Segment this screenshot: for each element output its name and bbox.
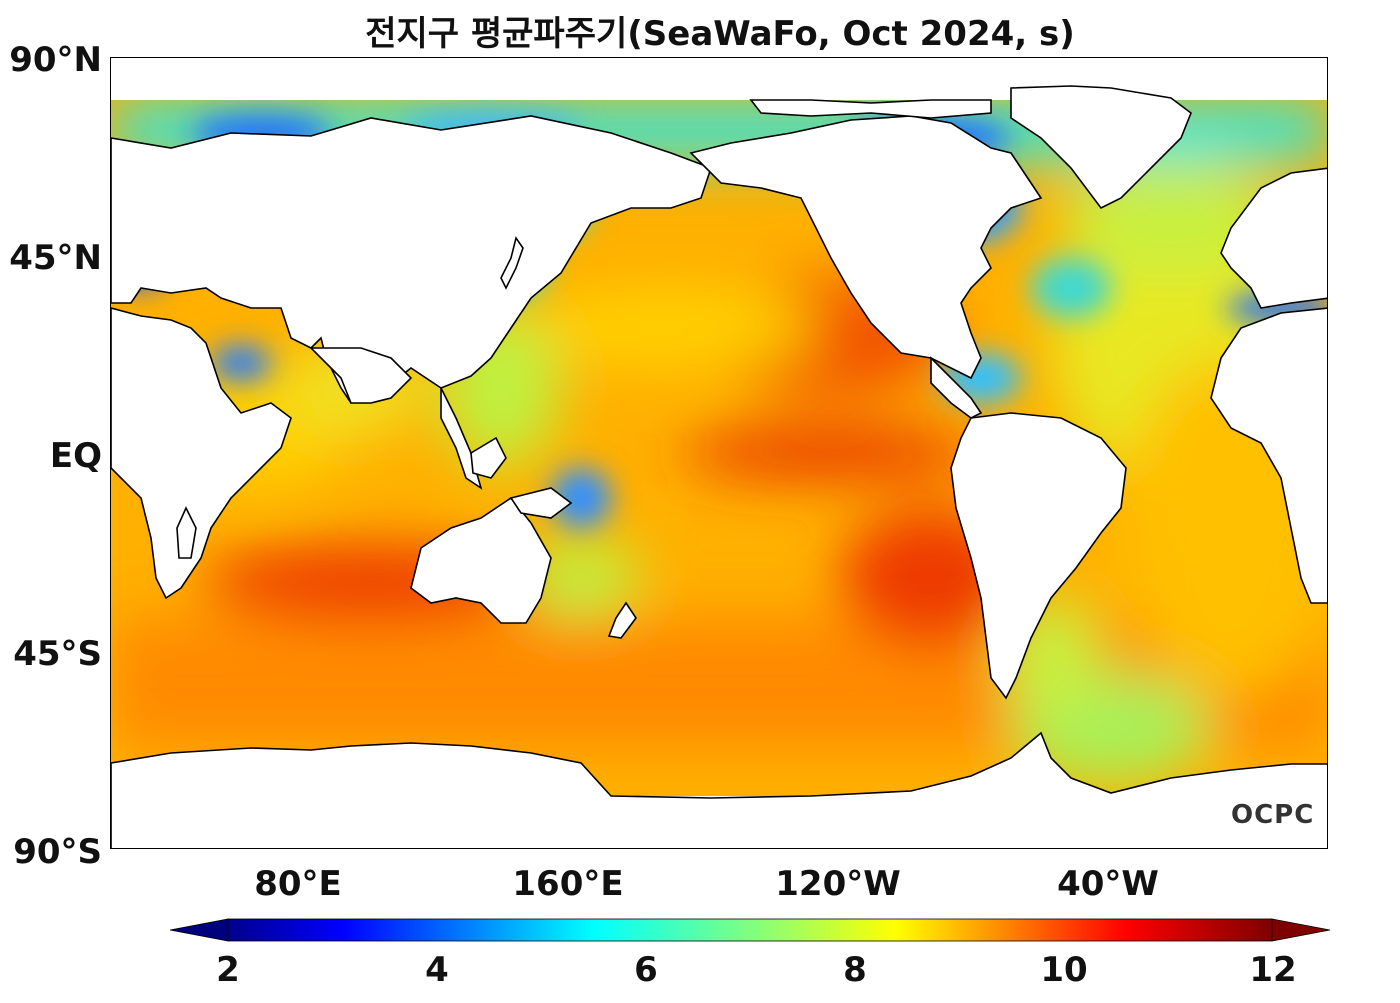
land bbox=[111, 58, 1327, 848]
colorbar-tick-10: 10 bbox=[1040, 950, 1088, 990]
landmass-central-america bbox=[930, 356, 983, 419]
landmass-africa-west bbox=[1210, 307, 1327, 604]
lat-label-45s: 45°S bbox=[13, 634, 102, 674]
colorbar-tick-8: 8 bbox=[843, 950, 867, 990]
landmass-india bbox=[309, 347, 413, 404]
landmass-eurasia bbox=[111, 115, 713, 404]
map-panel: OCPC bbox=[110, 57, 1328, 849]
landmass-australia bbox=[410, 496, 552, 624]
landmass-south-america bbox=[950, 412, 1127, 700]
landmass-japan bbox=[500, 236, 524, 290]
landmass-arctic-islands bbox=[749, 99, 992, 119]
colorbar-tick-6: 6 bbox=[634, 950, 658, 990]
lat-label-90s: 90°S bbox=[13, 832, 102, 872]
colorbar-tick-4: 4 bbox=[425, 950, 449, 990]
colorbar bbox=[170, 918, 1330, 942]
ocpc-logo: OCPC bbox=[1231, 800, 1314, 830]
colorbar-arrow-low bbox=[170, 918, 229, 942]
colorbar-gradient bbox=[227, 918, 1273, 942]
landmass-borneo bbox=[470, 436, 507, 479]
lon-label-120w: 120°W bbox=[775, 864, 901, 904]
colorbar-tick-2: 2 bbox=[216, 950, 240, 990]
landmass-new-zealand bbox=[607, 601, 637, 639]
lon-label-160e: 160°E bbox=[512, 864, 624, 904]
landmass-europe-west bbox=[1220, 167, 1327, 309]
colorbar-arrow-high bbox=[1271, 918, 1330, 942]
landmass-africa bbox=[111, 307, 292, 600]
lat-label-45n: 45°N bbox=[9, 238, 102, 278]
lon-label-80e: 80°E bbox=[254, 864, 342, 904]
chart-title: 전지구 평균파주기(SeaWaFo, Oct 2024, s) bbox=[365, 14, 1075, 54]
landmass-indochina bbox=[440, 387, 483, 490]
lat-label-90n: 90°N bbox=[9, 40, 102, 80]
lat-label-eq: EQ bbox=[49, 436, 102, 476]
landmass-antarctica bbox=[111, 731, 1327, 848]
landmass-madagascar bbox=[176, 506, 197, 559]
colorbar-tick-12: 12 bbox=[1249, 950, 1297, 990]
landmass-new-guinea bbox=[509, 487, 573, 519]
landmass-north-america bbox=[689, 115, 1043, 380]
landmass-greenland bbox=[1010, 85, 1192, 210]
lon-label-40w: 40°W bbox=[1057, 864, 1159, 904]
wave-period-map: OCPC bbox=[111, 58, 1327, 848]
